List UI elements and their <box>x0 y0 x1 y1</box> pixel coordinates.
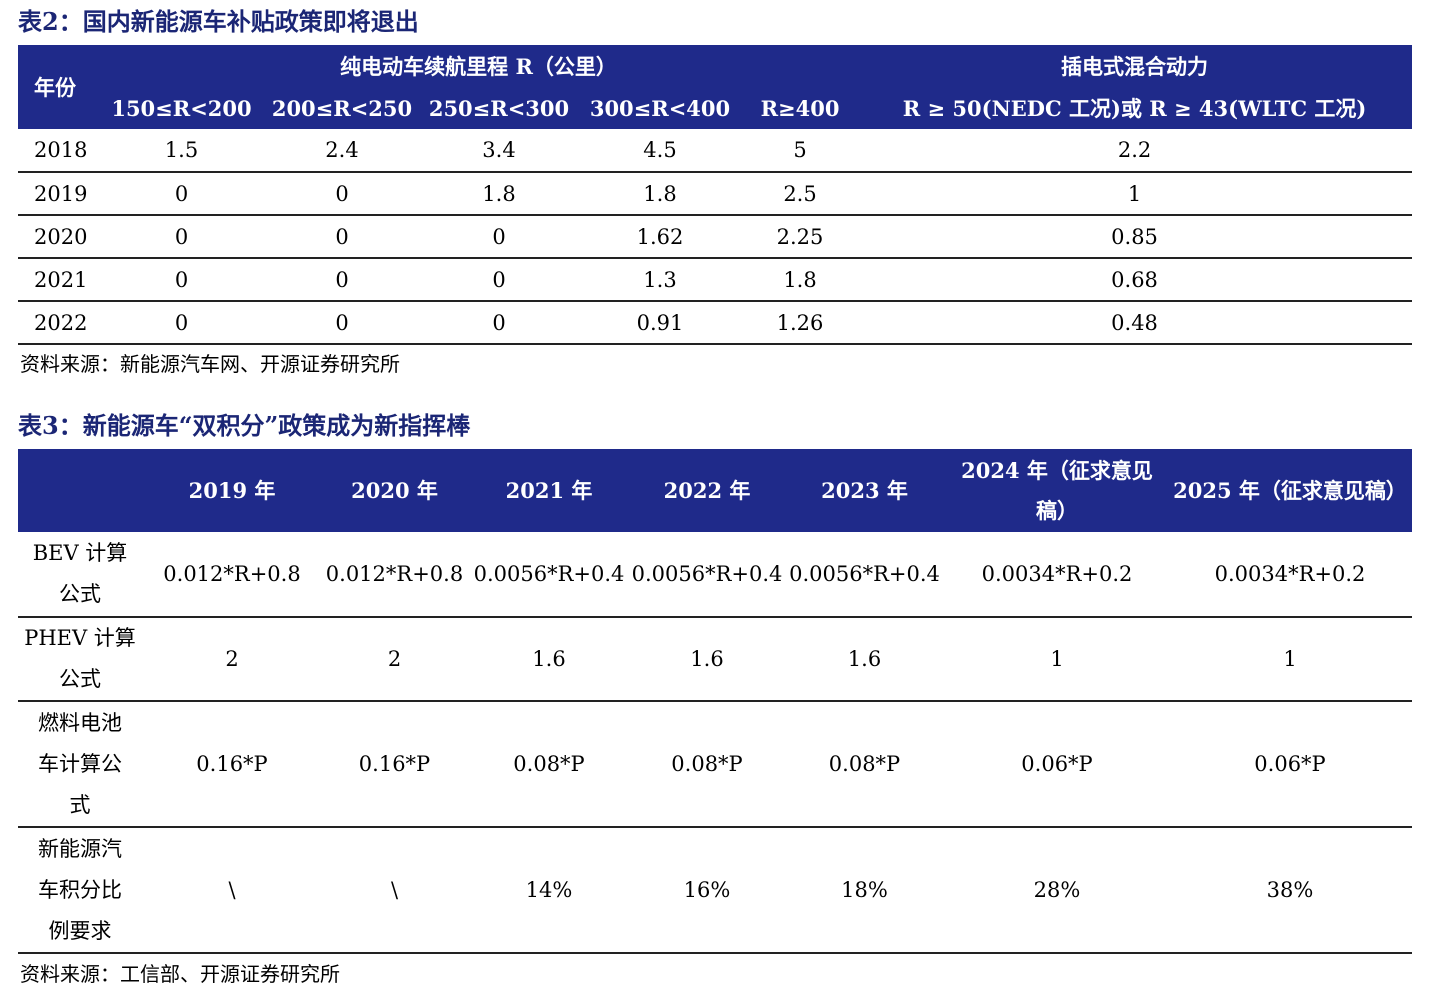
table-cell: 2 <box>322 617 467 702</box>
table-cell: \ <box>142 827 322 954</box>
table-cell: 0.16*P <box>142 701 322 828</box>
row-year: 2021 <box>18 258 100 302</box>
table-cell: 2.25 <box>743 215 858 259</box>
table-cell: 1 <box>1168 617 1412 702</box>
table-cell: 0 <box>421 301 577 345</box>
table-cell: 1.3 <box>577 258 743 302</box>
table-row: 2021 0 0 0 1.3 1.8 0.68 <box>18 258 1413 302</box>
table-cell: 0.012*R+0.8 <box>322 532 467 618</box>
table-cell: 1.6 <box>467 617 631 702</box>
table-cell: 0.0056*R+0.4 <box>467 532 631 618</box>
header-2022: 2022 年 <box>631 449 783 532</box>
header-range-150-200: 150≤R<200 <box>100 87 263 129</box>
table-cell: 1.26 <box>743 301 858 345</box>
table-row: BEV 计算公式 0.012*R+0.8 0.012*R+0.8 0.0056*… <box>18 532 1412 618</box>
row-year: 2020 <box>18 215 100 259</box>
table-cell: 0.68 <box>857 258 1413 302</box>
table-cell: 0.0056*R+0.4 <box>783 532 946 618</box>
table-row: 2019 0 0 1.8 1.8 2.5 1 <box>18 172 1413 216</box>
row-label-nev-ratio: 新能源汽车积分比例要求 <box>18 827 142 954</box>
table-cell: 2 <box>142 617 322 702</box>
table3-source: 资料来源：工信部、开源证券研究所 <box>20 962 340 986</box>
table-cell: 1.8 <box>743 258 858 302</box>
table2-title: 表2：国内新能源车补贴政策即将退出 <box>18 7 419 36</box>
header-phev-group: 插电式混合动力 <box>857 45 1413 87</box>
table-cell: 0.08*P <box>783 701 946 828</box>
header-blank <box>18 449 142 532</box>
table-cell: \ <box>322 827 467 954</box>
table-cell: 2.4 <box>263 129 421 173</box>
table-cell: 2.5 <box>743 172 858 216</box>
table-cell: 0.0034*R+0.2 <box>1168 532 1412 618</box>
header-year: 年份 <box>18 45 100 129</box>
table-cell: 0.08*P <box>631 701 783 828</box>
table-cell: 0.16*P <box>322 701 467 828</box>
table-cell: 14% <box>467 827 631 954</box>
row-year: 2022 <box>18 301 100 345</box>
table-row: PHEV 计算公式 2 2 1.6 1.6 1.6 1 1 <box>18 617 1412 702</box>
table-cell: 1 <box>857 172 1413 216</box>
header-range-200-250: 200≤R<250 <box>263 87 421 129</box>
table-cell: 0.08*P <box>467 701 631 828</box>
table-cell: 3.4 <box>421 129 577 173</box>
dual-credit-table: 2019 年 2020 年 2021 年 2022 年 2023 年 2024 … <box>18 449 1412 954</box>
table-cell: 0 <box>263 301 421 345</box>
table-cell: 1.8 <box>421 172 577 216</box>
header-2020: 2020 年 <box>322 449 467 532</box>
subsidy-table: 年份 纯电动车续航里程 R（公里） 插电式混合动力 150≤R<200 200≤… <box>18 45 1413 345</box>
table-cell: 0.0034*R+0.2 <box>946 532 1168 618</box>
table-cell: 0.85 <box>857 215 1413 259</box>
table-row: 2018 1.5 2.4 3.4 4.5 5 2.2 <box>18 129 1413 173</box>
table-cell: 0.0056*R+0.4 <box>631 532 783 618</box>
table-cell: 0.91 <box>577 301 743 345</box>
table-row: 2020 0 0 0 1.62 2.25 0.85 <box>18 215 1413 259</box>
table-cell: 1.6 <box>631 617 783 702</box>
table-cell: 0 <box>263 172 421 216</box>
header-range-400-plus: R≥400 <box>743 87 858 129</box>
table-cell: 0 <box>100 215 263 259</box>
table-cell: 0.012*R+0.8 <box>142 532 322 618</box>
table-cell: 0 <box>421 215 577 259</box>
row-year: 2018 <box>18 129 100 173</box>
table3-title: 表3：新能源车“双积分”政策成为新指挥棒 <box>18 411 471 440</box>
table-cell: 1.62 <box>577 215 743 259</box>
row-label-fuel-cell: 燃料电池车计算公式 <box>18 701 142 828</box>
header-bev-group: 纯电动车续航里程 R（公里） <box>100 45 858 87</box>
header-phev-range: R ≥ 50(NEDC 工况)或 R ≥ 43(WLTC 工况) <box>857 87 1413 129</box>
table-cell: 0.06*P <box>1168 701 1412 828</box>
row-year: 2019 <box>18 172 100 216</box>
row-label-phev: PHEV 计算公式 <box>18 617 142 702</box>
table-cell: 28% <box>946 827 1168 954</box>
header-range-300-400: 300≤R<400 <box>577 87 743 129</box>
table-cell: 1.8 <box>577 172 743 216</box>
table-cell: 16% <box>631 827 783 954</box>
table-cell: 1.5 <box>100 129 263 173</box>
header-2023: 2023 年 <box>783 449 946 532</box>
table-row: 燃料电池车计算公式 0.16*P 0.16*P 0.08*P 0.08*P 0.… <box>18 701 1412 828</box>
header-2025: 2025 年（征求意见稿） <box>1168 449 1412 532</box>
header-2019: 2019 年 <box>142 449 322 532</box>
table-cell: 0 <box>100 258 263 302</box>
table-cell: 0 <box>100 301 263 345</box>
table-cell: 5 <box>743 129 858 173</box>
table-cell: 1 <box>946 617 1168 702</box>
table-cell: 18% <box>783 827 946 954</box>
table-cell: 0.06*P <box>946 701 1168 828</box>
table-row: 新能源汽车积分比例要求 \ \ 14% 16% 18% 28% 38% <box>18 827 1412 954</box>
table-cell: 0.48 <box>857 301 1413 345</box>
table-cell: 0 <box>421 258 577 302</box>
header-2021: 2021 年 <box>467 449 631 532</box>
header-range-250-300: 250≤R<300 <box>421 87 577 129</box>
header-2024: 2024 年（征求意见稿） <box>946 449 1168 532</box>
table2-source: 资料来源：新能源汽车网、开源证券研究所 <box>20 352 400 376</box>
table-cell: 2.2 <box>857 129 1413 173</box>
table-cell: 0 <box>263 258 421 302</box>
table-cell: 1.6 <box>783 617 946 702</box>
table-cell: 4.5 <box>577 129 743 173</box>
row-label-bev: BEV 计算公式 <box>18 532 142 618</box>
table-cell: 0 <box>263 215 421 259</box>
table-cell: 0 <box>100 172 263 216</box>
table-cell: 38% <box>1168 827 1412 954</box>
table-row: 2022 0 0 0 0.91 1.26 0.48 <box>18 301 1413 345</box>
